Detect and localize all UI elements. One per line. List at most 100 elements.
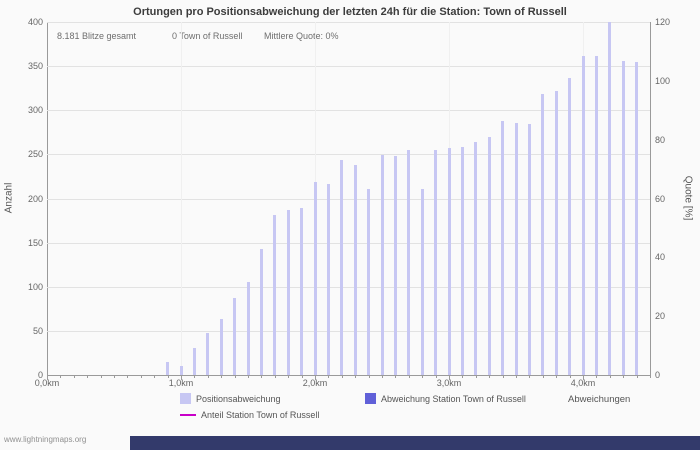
x-axis-tick-mark [368,376,370,378]
gridline-horizontal [47,242,650,244]
x-axis-tick-mark [221,376,223,378]
y-axis-tick-label-right: 40 [655,252,666,263]
bar-positionsabweichung [393,156,397,375]
y-axis-title-right: Quote [%] [682,175,694,221]
bar-positionsabweichung [501,120,505,375]
bar-positionsabweichung [380,155,384,375]
x-axis-tick-mark [114,376,115,378]
x-axis-tick-mark [127,376,129,378]
x-axis-tick-mark [408,376,410,378]
bar-positionsabweichung [460,147,464,375]
bar-positionsabweichung [326,183,330,375]
x-axis-tick-mark [462,376,464,378]
gridline-horizontal [47,110,650,112]
bar-positionsabweichung [340,159,344,375]
y-axis-tick-label-left: 50 [32,325,43,336]
legend-item-positionsabweichung: Positionsabweichung [180,393,281,404]
y-axis-tick-label-right: 20 [655,311,666,322]
bar-positionsabweichung [367,188,371,375]
y-axis-tick-label-right: 0 [655,370,661,380]
x-axis-tick-mark [167,376,169,378]
gridline-horizontal [47,154,650,156]
x-axis-tick-mark [583,376,584,380]
x-axis-tick-mark [435,376,437,378]
bar-positionsabweichung [166,361,170,375]
y-axis-tick-label-right: 100 [655,75,671,86]
x-axis-tick-mark [623,376,625,378]
x-axis-tick-mark [60,376,62,378]
x-axis-tick-mark [47,376,48,380]
bar-positionsabweichung [514,122,518,375]
x-axis-tick-label: 3,0km [436,378,462,388]
x-axis-tick-mark [274,376,276,378]
bar-positionsabweichung [554,90,558,375]
x-axis-tick-mark [569,376,571,378]
stat-mean-quote: Mittlere Quote: 0% [264,31,339,41]
x-axis-tick-mark [341,376,343,378]
x-axis-tick-mark [382,376,383,378]
gridline-horizontal [47,22,650,23]
y-axis-right-line [650,22,651,376]
x-axis-tick-label: 2,0km [302,378,328,388]
footer-bar [130,436,700,450]
bar-positionsabweichung [527,123,531,375]
legend-swatch-anteil-station-icon [180,414,196,416]
x-axis-tick-label: 0,0km [34,378,60,388]
stat-total-strikes: 8.181 Blitze gesamt [57,31,137,41]
y-axis-tick-label-left: 150 [27,237,43,248]
bar-positionsabweichung [286,209,290,375]
gridline-horizontal [47,286,650,288]
legend-item-abweichung-station: Abweichung Station Town of Russell [365,393,526,404]
y-axis-tick-label-left: 0 [37,370,43,380]
x-axis-tick-mark [301,376,303,378]
x-axis-tick-mark [248,376,249,378]
x-axis-tick-mark [609,376,611,378]
bar-positionsabweichung [474,142,478,375]
gridline-horizontal [47,198,650,200]
y-axis-tick-label-left: 250 [27,149,43,160]
y-axis-tick-label-left: 300 [27,105,43,116]
x-axis-tick-mark [650,376,651,378]
x-axis-tick-mark [140,376,142,378]
x-axis-line [47,375,651,376]
bar-positionsabweichung [192,347,196,375]
x-axis-tick-mark [489,376,491,378]
legend-swatch-abweichung-station-icon [365,393,376,404]
x-axis-tick-mark [542,376,544,378]
bar-positionsabweichung [246,282,250,375]
y-axis-tick-label-left: 350 [27,61,43,72]
legend-swatch-positionsabweichung-icon [180,393,191,404]
chart-title: Ortungen pro Positionsabweichung der let… [133,6,567,18]
x-axis-tick-mark [355,376,357,378]
x-axis-tick-mark [87,376,89,378]
bar-positionsabweichung [447,148,451,375]
x-axis-tick-mark [422,376,424,378]
legend-item-anteil-station: Anteil Station Town of Russell [180,410,319,420]
x-axis-tick-mark [449,376,450,380]
gridline-horizontal [47,66,650,68]
legend-label-abweichung-station: Abweichung Station Town of Russell [381,393,526,404]
x-axis-tick-mark [73,376,75,378]
x-axis-tick-mark [181,376,182,380]
x-axis-tick-mark [100,376,102,378]
x-axis-tick-mark [475,376,477,378]
bar-positionsabweichung [581,55,585,375]
watermark-url: www.lightningmaps.org [4,435,87,444]
bar-positionsabweichung [206,332,210,375]
bar-positionsabweichung [300,208,304,375]
y-axis-tick-label-left: 100 [27,281,43,292]
bar-positionsabweichung [259,248,263,375]
y-axis-tick-label-right: 60 [655,193,666,204]
x-axis-tick-label: 1,0km [168,378,194,388]
bar-positionsabweichung [594,56,598,375]
y-axis-tick-label-left: 400 [27,17,43,27]
x-axis-tick-mark [636,376,638,378]
x-axis-tick-mark [502,376,504,378]
x-axis-tick-mark [288,376,290,378]
y-axis-tick-label-right: 80 [655,134,666,145]
x-axis-tick-mark [261,376,263,378]
x-axis-tick-mark [529,376,531,378]
stat-station-strikes: 0 Town of Russell [172,31,243,41]
x-axis-tick-mark [328,376,330,378]
